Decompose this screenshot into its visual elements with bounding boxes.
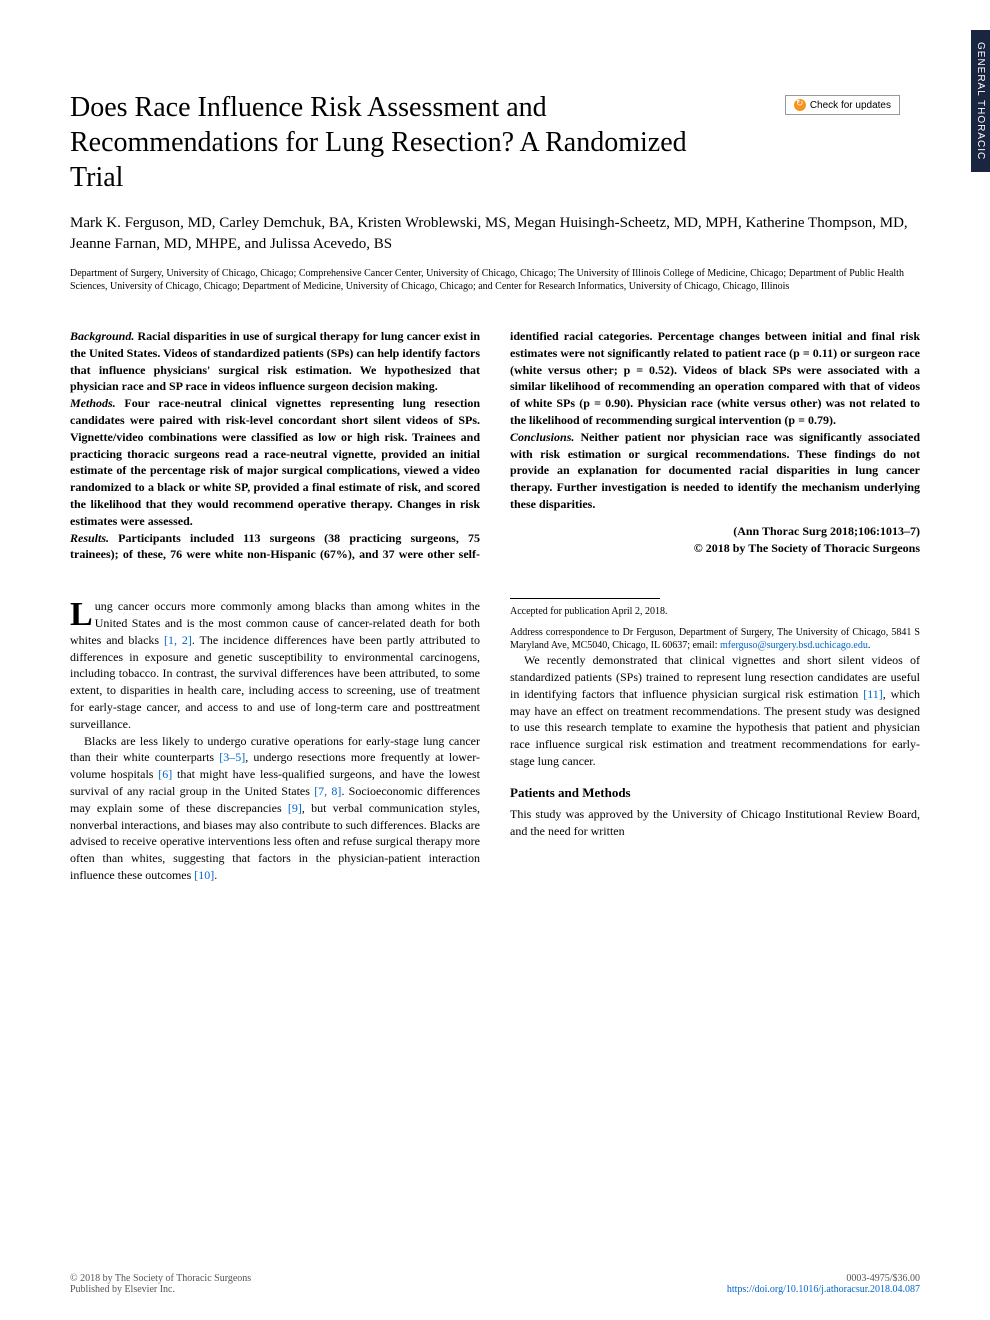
footer-left: © 2018 by The Society of Thoracic Surgeo… (70, 1273, 251, 1295)
body-span: . (214, 868, 217, 882)
dropcap: L (70, 598, 95, 629)
abstract-label: Conclusions. (510, 430, 574, 444)
body-paragraph: Blacks are less likely to undergo curati… (70, 733, 480, 884)
footnote-correspondence: Address correspondence to Dr Ferguson, D… (510, 626, 920, 652)
footnote-divider (510, 598, 660, 599)
body-paragraph: Lung cancer occurs more commonly among b… (70, 598, 480, 732)
abstract-methods: Methods. Four race-neutral clinical vign… (70, 395, 480, 529)
check-updates-label: Check for updates (810, 100, 891, 111)
reference-link[interactable]: [9] (288, 801, 302, 815)
body-paragraph: This study was approved by the Universit… (510, 806, 920, 840)
reference-link[interactable]: [11] (863, 687, 883, 701)
footer-copyright: © 2018 by The Society of Thoracic Surgeo… (70, 1273, 251, 1284)
page-footer: © 2018 by The Society of Thoracic Surgeo… (70, 1273, 920, 1295)
abstract-conclusions: Conclusions. Neither patient nor physici… (510, 429, 920, 513)
reference-link[interactable]: [6] (158, 767, 172, 781)
body-span: . The incidence differences have been pa… (70, 633, 480, 731)
footer-right: 0003-4975/$36.00 https://doi.org/10.1016… (727, 1273, 920, 1295)
reference-link[interactable]: [7, 8] (314, 784, 341, 798)
body-paragraph: We recently demonstrated that clinical v… (510, 652, 920, 770)
reference-link[interactable]: [1, 2] (164, 633, 192, 647)
reference-link[interactable]: [3–5] (219, 750, 245, 764)
updates-icon (794, 99, 806, 111)
doi-link[interactable]: https://doi.org/10.1016/j.athoracsur.201… (727, 1284, 920, 1295)
footer-issn: 0003-4975/$36.00 (727, 1273, 920, 1284)
footer-publisher: Published by Elsevier Inc. (70, 1284, 251, 1295)
article-title: Does Race Influence Risk Assessment and … (70, 90, 690, 195)
section-heading-methods: Patients and Methods (510, 784, 920, 802)
body-text: Lung cancer occurs more commonly among b… (70, 598, 920, 884)
abstract-citation: (Ann Thorac Surg 2018;106:1013–7) © 2018… (510, 523, 920, 557)
reference-link[interactable]: [10] (194, 868, 214, 882)
footnote-accepted: Accepted for publication April 2, 2018. (510, 605, 920, 618)
abstract: Background. Racial disparities in use of… (70, 328, 920, 563)
abstract-text: Four race-neutral clinical vignettes rep… (70, 396, 480, 528)
author-list: Mark K. Ferguson, MD, Carley Demchuk, BA… (70, 213, 920, 255)
period: . (868, 640, 871, 651)
abstract-background: Background. Racial disparities in use of… (70, 328, 480, 395)
affiliations: Department of Surgery, University of Chi… (70, 267, 920, 293)
abstract-label: Results. (70, 531, 109, 545)
email-link[interactable]: mferguso@surgery.bsd.uchicago.edu (720, 640, 868, 651)
check-updates-button[interactable]: Check for updates (785, 95, 900, 115)
page-content: Check for updates Does Race Influence Ri… (0, 0, 990, 914)
body-span: We recently demonstrated that clinical v… (510, 653, 920, 701)
citation-text: (Ann Thorac Surg 2018;106:1013–7) (510, 523, 920, 540)
copyright-text: © 2018 by The Society of Thoracic Surgeo… (510, 540, 920, 557)
abstract-label: Methods. (70, 396, 116, 410)
abstract-label: Background. (70, 329, 134, 343)
